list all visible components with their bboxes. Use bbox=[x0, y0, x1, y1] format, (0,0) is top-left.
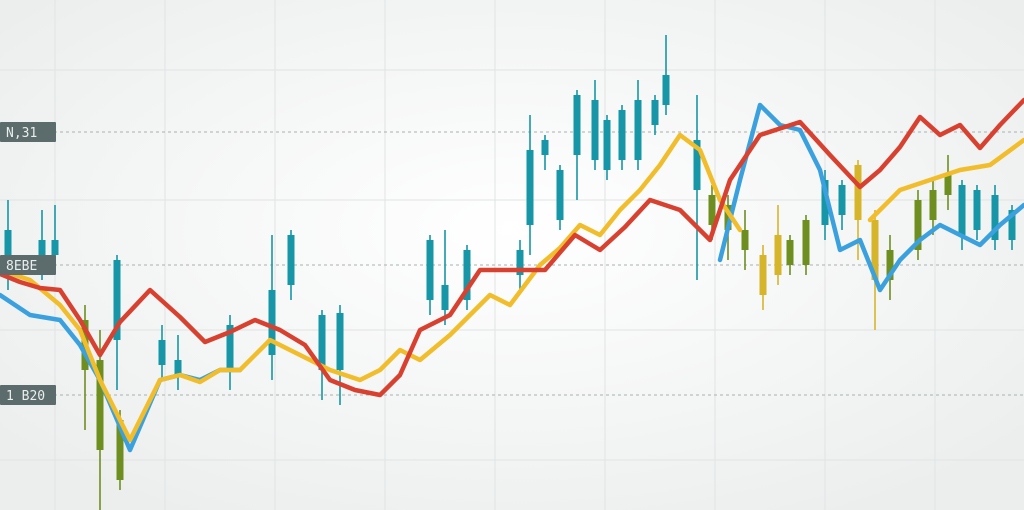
candle-body bbox=[708, 195, 716, 225]
series-line-yellow-right bbox=[867, 137, 1024, 223]
candle-body bbox=[51, 240, 59, 255]
candle-body bbox=[113, 260, 121, 340]
price-tag-text: 1 B20 bbox=[6, 389, 45, 404]
candle-body bbox=[591, 100, 599, 160]
candle-body bbox=[929, 190, 937, 220]
candle-body bbox=[268, 290, 276, 355]
candle-body bbox=[634, 100, 642, 160]
candle-body bbox=[662, 75, 670, 105]
candle-body bbox=[226, 325, 234, 370]
candle-body bbox=[854, 165, 862, 220]
candle-body bbox=[944, 175, 952, 195]
price-tag-text: 8EBE bbox=[6, 259, 37, 274]
candle-body bbox=[96, 360, 104, 450]
candle-body bbox=[973, 190, 981, 230]
candle-body bbox=[724, 205, 732, 230]
candle-body bbox=[774, 235, 782, 275]
series-line-red bbox=[0, 97, 1024, 398]
candle-body bbox=[38, 240, 46, 260]
candle-body bbox=[958, 185, 966, 235]
candle-body bbox=[4, 230, 12, 270]
candle-body bbox=[914, 200, 922, 250]
candle-body bbox=[573, 95, 581, 155]
candle-body bbox=[759, 255, 767, 295]
candle-body bbox=[174, 360, 182, 375]
candle-body bbox=[426, 240, 434, 300]
candle-body bbox=[741, 230, 749, 250]
series-line-yellow bbox=[0, 132, 743, 443]
candle-body bbox=[618, 110, 626, 160]
candle-body bbox=[991, 195, 999, 240]
series-line-blue-right bbox=[717, 102, 1024, 293]
candle-body bbox=[651, 100, 659, 125]
price-tag: N,31 bbox=[0, 122, 56, 142]
price-tags: N,31 8EBE 1 B20 bbox=[0, 122, 56, 405]
price-tag-bg bbox=[0, 255, 56, 275]
candle-body bbox=[516, 250, 524, 275]
candle-body bbox=[336, 313, 344, 370]
candles bbox=[4, 35, 1016, 510]
price-tag: 8EBE bbox=[0, 255, 56, 275]
candle-body bbox=[287, 235, 295, 285]
price-guides bbox=[0, 131, 1024, 396]
candle-body bbox=[541, 140, 549, 155]
candle-body bbox=[821, 180, 829, 225]
candle-body bbox=[786, 240, 794, 265]
candle-body bbox=[603, 120, 611, 170]
price-tag-bg bbox=[0, 122, 56, 142]
candle-body bbox=[318, 315, 326, 370]
candle-body bbox=[556, 170, 564, 220]
candle-body bbox=[463, 250, 471, 300]
candle-body bbox=[886, 250, 894, 280]
candle-body bbox=[1008, 210, 1016, 240]
candle-body bbox=[802, 220, 810, 265]
series-lines bbox=[0, 97, 1024, 453]
candle-body bbox=[693, 140, 701, 190]
price-tag-bg bbox=[0, 385, 56, 405]
candle-body bbox=[441, 285, 449, 310]
price-tag: 1 B20 bbox=[0, 385, 56, 405]
candle-body bbox=[838, 185, 846, 215]
price-tag-text: N,31 bbox=[6, 126, 37, 141]
candle-body bbox=[871, 220, 879, 280]
candle-body bbox=[116, 420, 124, 480]
candle-body bbox=[526, 150, 534, 225]
candle-body bbox=[158, 340, 166, 365]
